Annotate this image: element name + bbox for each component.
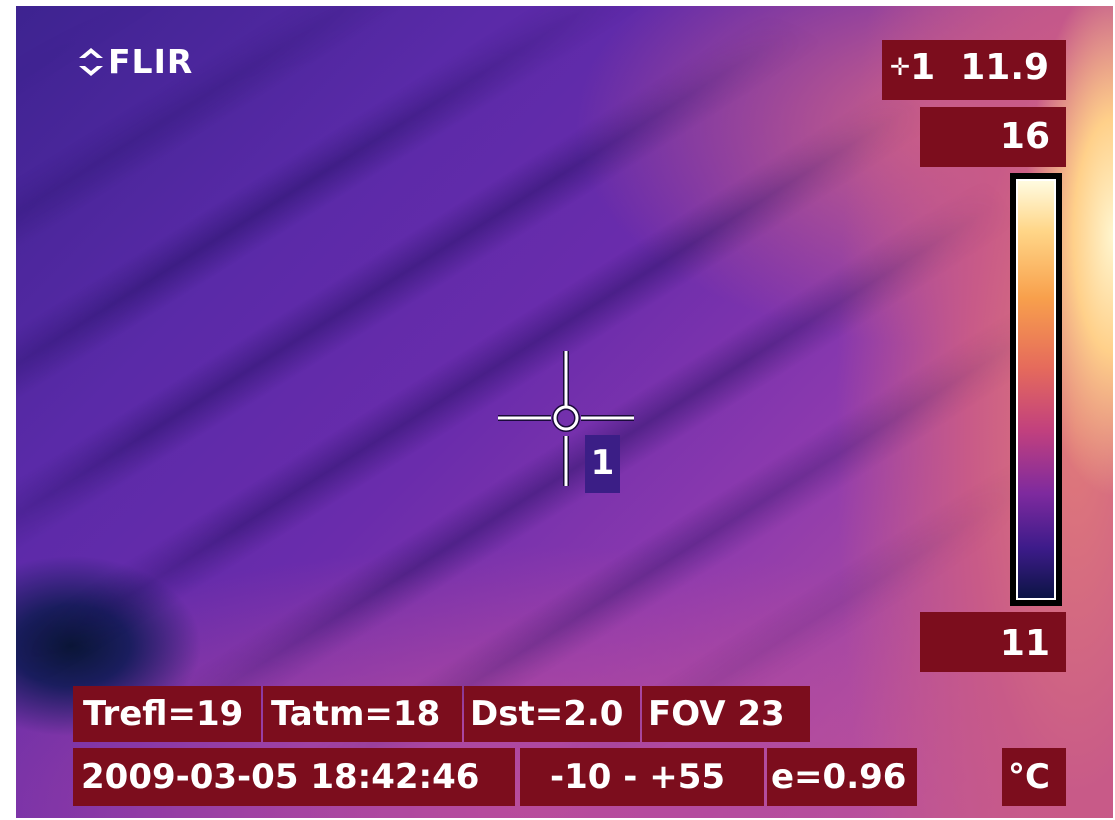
spot-marker-label: 1 — [585, 435, 620, 493]
brand-text: FLIR — [108, 42, 194, 81]
param-tatm: Tatm=18 — [263, 686, 462, 742]
flir-logo: FLIR — [78, 42, 193, 81]
scale-max-label: 16 — [920, 107, 1066, 167]
flir-logo-icon — [79, 47, 103, 76]
spot-meter-crosshair-icon[interactable] — [496, 351, 636, 491]
capture-datetime: 2009-03-05 18:42:46 — [73, 748, 515, 806]
color-scale-bar — [1010, 173, 1062, 606]
spot-number: 1 — [910, 47, 936, 88]
spot-temperature: 11.9 — [960, 47, 1050, 88]
temperature-range: -10 - +55 — [520, 748, 764, 806]
emissivity-value: e=0.96 — [767, 748, 917, 806]
spot-readout: ✛1 11.9 — [882, 40, 1066, 100]
param-fov: FOV 23 — [642, 686, 810, 742]
scale-min-label: 11 — [920, 612, 1066, 672]
color-scale-gradient — [1016, 179, 1056, 600]
spot-crosshair-icon: ✛ — [890, 53, 911, 81]
temperature-unit: °C — [1002, 748, 1066, 806]
param-dst: Dst=2.0 — [464, 686, 640, 742]
param-trefl: Trefl=19 — [73, 686, 261, 742]
